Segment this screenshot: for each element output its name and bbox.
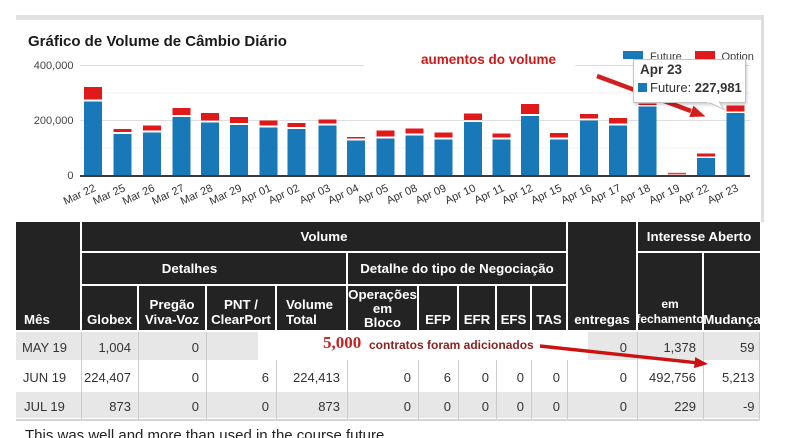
- svg-text:Apr 08: Apr 08: [385, 182, 419, 207]
- svg-text:Apr 16: Apr 16: [559, 182, 593, 207]
- svg-text:Apr 09: Apr 09: [414, 182, 448, 207]
- svg-text:Apr 23: Apr 23: [706, 182, 740, 207]
- svg-text:Mar 26: Mar 26: [121, 182, 157, 207]
- svg-text:200,000: 200,000: [34, 115, 74, 127]
- svg-text:Apr 11: Apr 11: [473, 182, 507, 206]
- svg-text:Mar 29: Mar 29: [208, 182, 244, 207]
- svg-text:Apr 22: Apr 22: [676, 182, 710, 207]
- svg-text:Apr 12: Apr 12: [500, 182, 534, 207]
- svg-text:0: 0: [67, 170, 73, 182]
- svg-text:Apr 15: Apr 15: [529, 182, 563, 207]
- svg-text:Apr 04: Apr 04: [326, 182, 360, 207]
- svg-text:400,000: 400,000: [34, 60, 74, 72]
- svg-text:Apr 17: Apr 17: [588, 182, 622, 207]
- svg-text:Apr 02: Apr 02: [267, 182, 301, 207]
- svg-text:Mar 22: Mar 22: [62, 182, 98, 207]
- svg-text:Apr 19: Apr 19: [647, 182, 681, 207]
- svg-text:Apr 18: Apr 18: [618, 182, 652, 207]
- svg-text:Apr 05: Apr 05: [356, 182, 390, 207]
- svg-text:Mar 25: Mar 25: [91, 182, 127, 207]
